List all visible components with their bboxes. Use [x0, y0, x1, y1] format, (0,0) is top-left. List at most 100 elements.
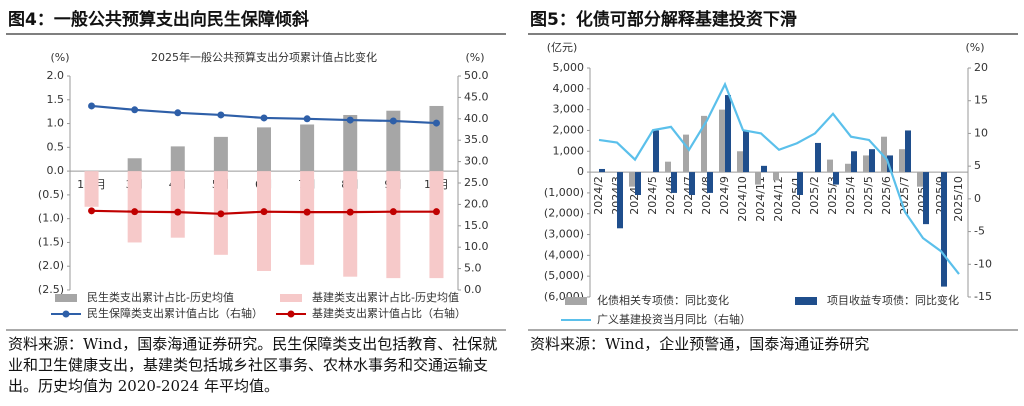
- bar: [257, 127, 271, 172]
- bar: [257, 171, 271, 271]
- bar: [689, 172, 695, 195]
- bar: [170, 146, 185, 172]
- y2-tick-label: 45.0: [464, 90, 489, 103]
- y2-tick-label: 20.0: [464, 197, 489, 210]
- line-marker: [131, 208, 139, 216]
- x-tick-label: 2024/11: [754, 176, 767, 222]
- legend-swatch: [565, 297, 587, 305]
- y-tick-label: 1,000: [553, 144, 585, 157]
- y-tick-label: 0.0: [47, 164, 65, 177]
- bar: [887, 155, 893, 173]
- bar: [300, 124, 315, 172]
- bar: [127, 158, 142, 172]
- bar: [343, 171, 358, 277]
- bar: [917, 172, 923, 187]
- bar: [869, 149, 875, 173]
- figure-title: 图4：一般公共预算支出向民生保障倾斜: [8, 9, 309, 30]
- y-tick-label: (5,000): [544, 269, 584, 282]
- bar: [127, 171, 142, 243]
- legend-swatch: [55, 294, 77, 302]
- y2-tick-label: -10: [974, 257, 992, 270]
- x-tick-label: 2024/5: [646, 176, 659, 215]
- y-tick-label: 5,000: [553, 61, 585, 74]
- bar: [170, 171, 185, 238]
- line-marker: [260, 208, 268, 216]
- y2-tick-label: -15: [974, 290, 992, 303]
- y-tick-label: (4,000): [544, 248, 584, 261]
- y2-tick-label: 15: [974, 94, 988, 107]
- bar: [707, 172, 713, 193]
- bar: [797, 172, 803, 195]
- y2-tick-label: 50.0: [464, 69, 489, 82]
- line-marker: [174, 109, 182, 117]
- bar: [899, 149, 905, 173]
- bar: [761, 165, 767, 173]
- y-tick-label: (1.0): [38, 212, 64, 225]
- legend-marker: [62, 310, 70, 318]
- y2-tick-label: 35.0: [464, 133, 489, 146]
- y2-tick-label: 5: [974, 159, 981, 172]
- y-tick-label: 1.0: [47, 117, 65, 130]
- bar: [833, 172, 839, 185]
- bar: [665, 161, 671, 173]
- bar: [851, 151, 857, 173]
- bar: [386, 171, 401, 279]
- y2-axis-label: (%): [965, 41, 984, 54]
- bar: [881, 136, 887, 173]
- y-tick-label: (2,000): [544, 207, 584, 220]
- bar: [429, 105, 444, 172]
- legend-marker: [287, 310, 295, 318]
- bar: [213, 136, 228, 172]
- x-tick-label: 2025/10: [952, 176, 965, 222]
- x-tick-label: 2024/2: [592, 176, 605, 215]
- bar: [905, 130, 911, 173]
- y-axis-label: (%): [50, 51, 69, 64]
- line-marker: [389, 117, 397, 125]
- bar: [773, 172, 779, 181]
- y-tick-label: 2.0: [47, 69, 65, 82]
- x-tick-label: 2025/4: [844, 176, 857, 215]
- line: [598, 81, 960, 275]
- y-tick-label: (2.5): [38, 283, 64, 296]
- x-tick-label: 2025/6: [880, 176, 893, 215]
- legend-label: 项目收益专项债：同比变化: [827, 293, 959, 307]
- bar: [941, 172, 947, 287]
- y-tick-label: (1.5): [38, 235, 64, 248]
- y2-axis-label: (%): [465, 51, 484, 64]
- legend-label: 民生类支出累计占比-历史均值: [87, 290, 234, 304]
- bar: [599, 168, 605, 173]
- legend-label: 基建类支出累计值占比（右轴）: [312, 306, 466, 320]
- y2-tick-label: 15.0: [464, 219, 489, 232]
- y2-tick-label: 10.0: [464, 240, 489, 253]
- figure-title: 图5：化债可部分解释基建投资下滑: [530, 9, 797, 30]
- line-marker: [217, 210, 225, 218]
- bar: [343, 114, 358, 172]
- x-tick-label: 2025/7: [898, 176, 911, 215]
- y2-tick-label: 0.0: [464, 283, 482, 296]
- y2-tick-label: 10: [974, 126, 988, 139]
- bar: [755, 172, 761, 185]
- y2-tick-label: 5.0: [464, 262, 482, 275]
- bar: [671, 172, 677, 193]
- x-tick-label: 2025/2: [808, 176, 821, 215]
- y-tick-label: (1,000): [544, 186, 584, 199]
- bar: [737, 151, 743, 173]
- x-tick-label: 2024/10: [736, 176, 749, 222]
- y2-tick-label: 25.0: [464, 176, 489, 189]
- line-marker: [432, 119, 440, 127]
- y-tick-label: 4,000: [553, 82, 585, 95]
- bar: [923, 172, 929, 225]
- y-tick-label: 3,000: [553, 103, 585, 116]
- bar: [863, 155, 869, 173]
- y-tick-label: 0: [577, 165, 584, 178]
- chart-subtitle: 2025年一般公共预算支出分项累计值占比变化: [151, 50, 377, 64]
- bar: [719, 109, 725, 173]
- y2-tick-label: 0: [974, 192, 981, 205]
- bar: [635, 172, 641, 195]
- source-note: 资料来源：Wind，国泰海通证券研究。民生保障类支出包括教育、社保就业和卫生健康…: [8, 335, 498, 395]
- y-tick-label: (2.0): [38, 259, 64, 272]
- legend-label: 民生保障类支出累计值占比（右轴）: [87, 306, 263, 320]
- x-tick-label: 2025/5: [862, 176, 875, 215]
- legend-swatch: [280, 294, 302, 302]
